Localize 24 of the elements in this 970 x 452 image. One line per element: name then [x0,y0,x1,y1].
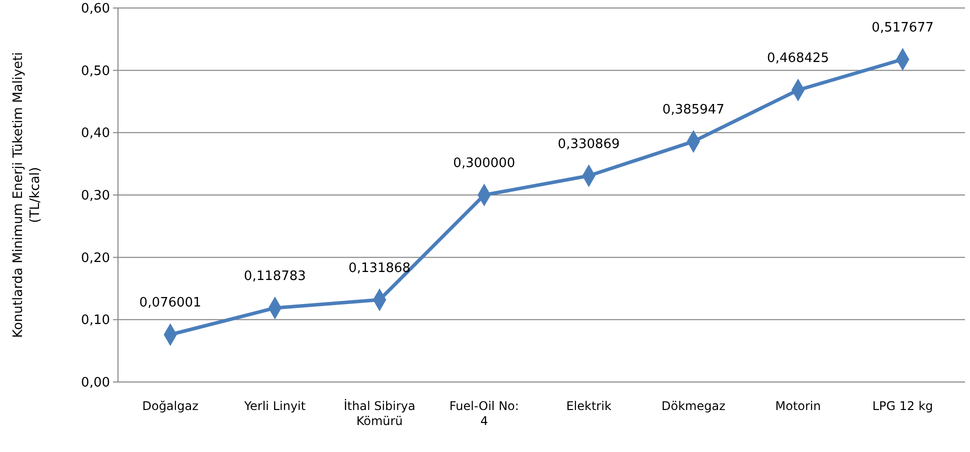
data-label: 0,330869 [558,136,620,152]
y-tick-label: 0,10 [81,313,110,328]
x-tick-label: Dökmegaz [662,399,726,413]
y-tick-label: 0,00 [81,376,110,391]
y-tick-label: 0,50 [81,64,110,79]
y-tick-label: 0,60 [81,2,110,17]
x-tick-label: LPG 12 kg [872,399,934,413]
y-tick-label: 0,30 [81,188,110,204]
y-tick-label: 0,20 [81,250,110,266]
x-tick-label: Fuel-Oil No: 4 [449,399,519,428]
data-label: 0,131868 [348,260,411,276]
x-tick-label: İthal Sibirya Kömürü [344,399,416,428]
data-label: 0,385947 [662,102,724,118]
data-label: 0,468425 [767,51,830,66]
data-label: 0,076001 [139,296,202,311]
x-tick-label: Elektrik [566,399,612,413]
data-label: 0,118783 [244,268,306,284]
y-tick-label: 0,40 [81,126,110,142]
x-tick-label: Motorin [775,399,821,413]
y-axis-title: Konutlarda Minimum Enerji Tüketim Maliyeti (TL/kcal) [11,52,43,338]
x-tick-label: Yerli Linyit [243,399,306,413]
x-tick-label: Doğalgaz [142,399,198,413]
data-label: 0,300000 [453,156,516,171]
data-label: 0,517677 [872,20,934,36]
